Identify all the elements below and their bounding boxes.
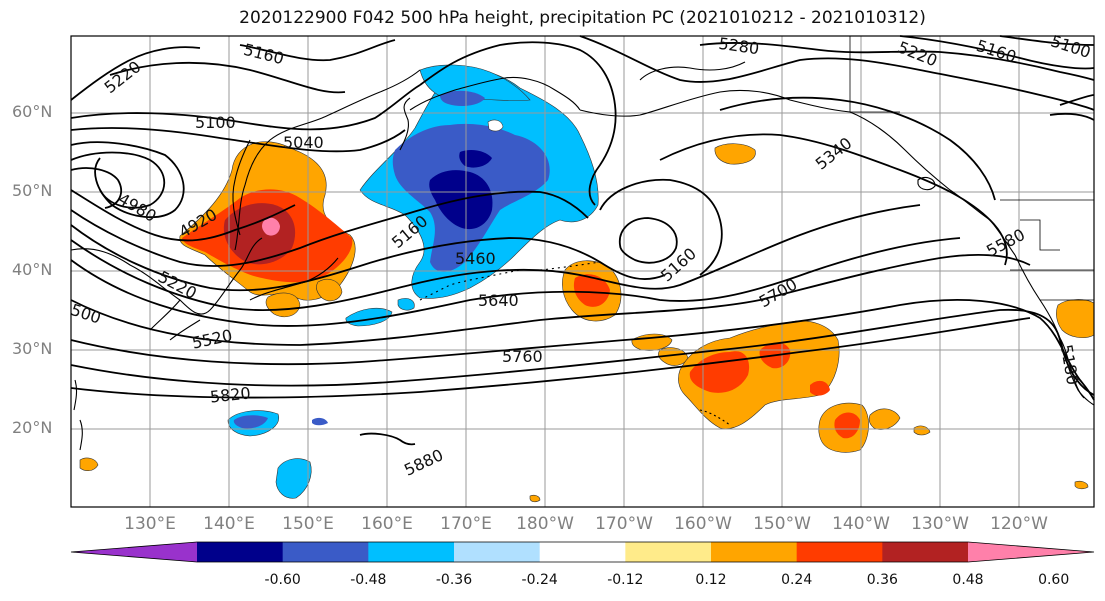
lat-tick-label: 50°N: [12, 181, 53, 200]
lon-tick-label: 150°E: [282, 514, 334, 534]
contour-label: 5100: [195, 113, 236, 132]
map-title: 2020122900 F042 500 hPa height, precipit…: [239, 8, 926, 28]
colorbar-tick-label: -0.48: [350, 572, 387, 588]
lon-tick-label: 170°W: [595, 514, 653, 534]
contour-label: 5040: [283, 133, 324, 152]
colorbar-segment: [282, 542, 369, 562]
lon-tick-label: 140°W: [832, 514, 890, 534]
lat-tick-label: 60°N: [12, 102, 53, 121]
colorbar-tick-label: 0.60: [1038, 572, 1070, 588]
graticule: [71, 36, 1094, 507]
height-contours: [70, 35, 1095, 446]
colorbar-segment: [71, 542, 197, 562]
colorbar-tick-label: 0.24: [781, 572, 813, 588]
colorbar-segment: [454, 542, 541, 562]
colorbar-tick-label: -0.60: [264, 572, 301, 588]
colorbar-segment: [882, 542, 969, 562]
lat-tick-label: 30°N: [12, 339, 53, 358]
lon-tick-label: 120°W: [990, 514, 1048, 534]
lon-tick-label: 130°W: [911, 514, 969, 534]
lon-tick-label: 180°W: [516, 514, 574, 534]
colorbar-segment: [197, 542, 284, 562]
lat-tick-label: 40°N: [12, 260, 53, 279]
colorbar-tick-label: -0.12: [607, 572, 644, 588]
contour-label: 5820: [209, 383, 251, 406]
colorbar-tick-label: -0.24: [521, 572, 558, 588]
lon-tick-label: 130°E: [124, 514, 176, 534]
contour-label: 5760: [502, 347, 543, 366]
colorbar-segment: [711, 542, 798, 562]
colorbar-segment: [796, 542, 883, 562]
colorbar: [70, 541, 1095, 563]
borders: [849, 36, 1094, 301]
lat-tick-label: 20°N: [12, 418, 53, 437]
lon-tick-label: 170°E: [440, 514, 492, 534]
lon-tick-label: 160°E: [361, 514, 413, 534]
colorbar-tick-label: 0.48: [952, 572, 984, 588]
colorbar-tick-label: 0.12: [695, 572, 727, 588]
lon-tick-label: 150°W: [753, 514, 811, 534]
colorbar-segment: [539, 542, 626, 562]
lon-tick-label: 140°E: [203, 514, 255, 534]
colorbar-tick-label: -0.36: [435, 572, 473, 588]
colorbar-tick-label: 0.36: [866, 572, 898, 588]
colorbar-segment: [368, 542, 455, 562]
lon-tick-label: 160°W: [674, 514, 732, 534]
colorbar-segment: [625, 542, 712, 562]
colorbar-segment: [968, 542, 1094, 562]
map-frame: [70, 35, 1095, 508]
colorbar-outline: [70, 541, 1095, 563]
contour-label: 5640: [478, 291, 519, 310]
contour-label: 5460: [455, 249, 496, 268]
